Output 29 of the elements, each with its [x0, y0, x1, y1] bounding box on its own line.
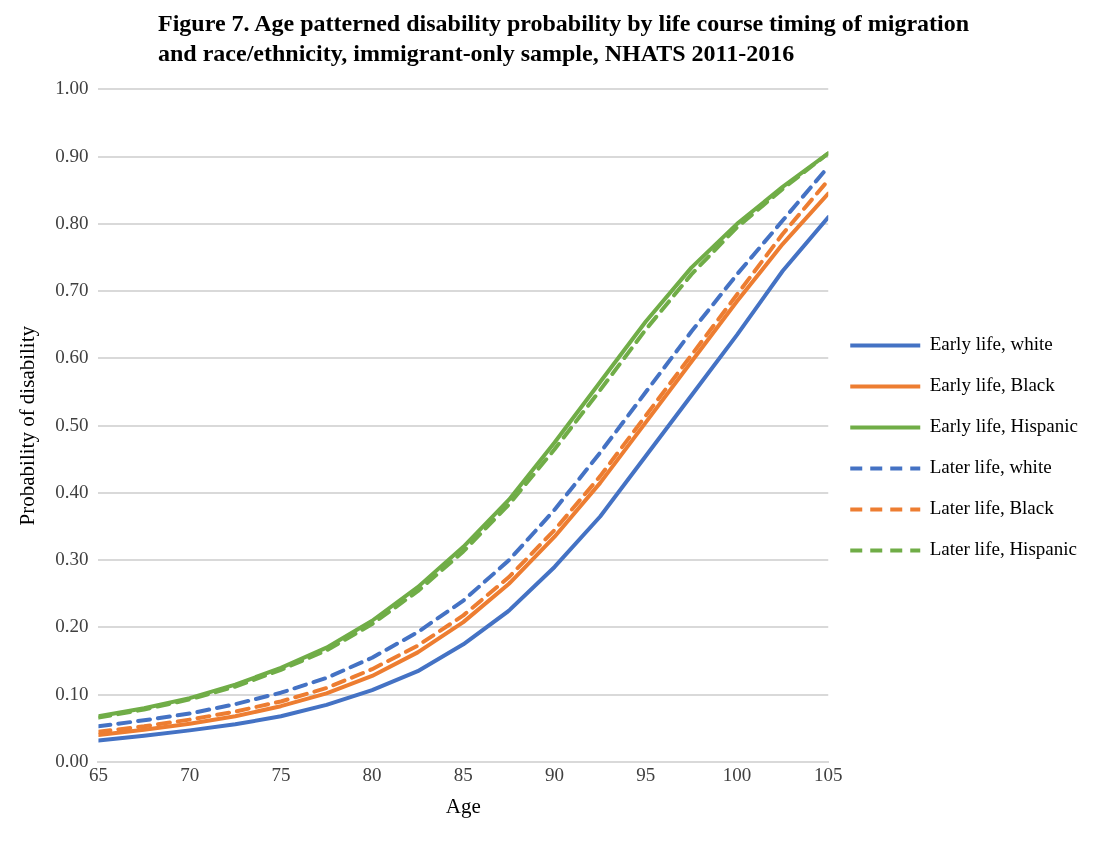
x-axis-title: Age	[445, 793, 481, 818]
x-tick-label: 85	[453, 764, 473, 786]
x-tick-label: 70	[180, 764, 200, 786]
y-tick-label: 0.90	[55, 144, 89, 166]
y-tick-label: 0.10	[55, 682, 89, 704]
x-tick-label: 75	[271, 764, 291, 786]
legend-label: Early life, Black	[929, 374, 1056, 396]
legend-label: Early life, white	[929, 333, 1053, 355]
x-tick-label: 105	[814, 764, 843, 786]
y-tick-label: 0.20	[55, 615, 89, 637]
y-tick-label: 0.40	[55, 480, 89, 502]
x-tick-label: 65	[88, 764, 108, 786]
legend-label: Later life, Hispanic	[929, 538, 1077, 560]
y-tick-label: 0.30	[55, 548, 89, 570]
x-tick-label: 90	[545, 764, 565, 786]
x-tick-label: 95	[636, 764, 656, 786]
legend-label: Later life, Black	[929, 497, 1055, 519]
y-tick-label: 0.80	[55, 211, 89, 233]
y-tick-label: 0.70	[55, 279, 89, 301]
y-tick-label: 0.00	[55, 749, 89, 771]
legend-label: Early life, Hispanic	[929, 415, 1079, 437]
y-tick-label: 0.50	[55, 413, 89, 435]
y-tick-label: 0.60	[55, 346, 89, 368]
x-tick-label: 100	[722, 764, 752, 786]
y-tick-label: 1.00	[55, 77, 89, 99]
chart-title: Figure 7. Age patterned disability probability by life course timing of migration and race/ethnicity, immigrant-only sample, NHATS 2011-2016	[158, 9, 971, 68]
legend-label: Later life, white	[929, 456, 1052, 478]
x-tick-label: 80	[362, 764, 382, 786]
y-axis-title: Probability of disability	[15, 325, 40, 526]
